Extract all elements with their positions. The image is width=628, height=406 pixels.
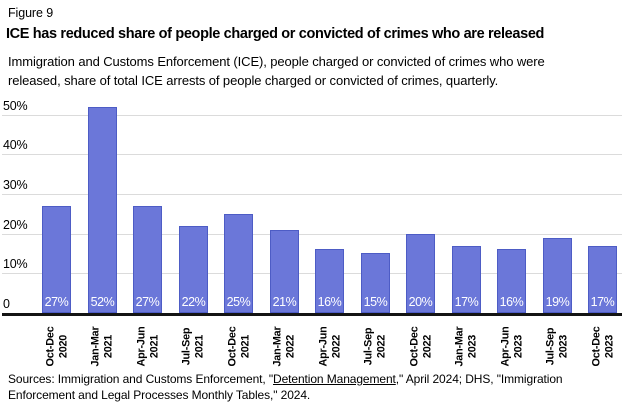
sources-note: Sources: Immigration and Customs Enforce…: [8, 371, 624, 403]
x-tick-year: 2020: [56, 334, 69, 358]
x-tick-year: 2022: [420, 334, 433, 358]
x-tick-quarter: Oct-Dec: [226, 325, 239, 367]
chart-plot: 0 10% 20% 30% 40% 50% 27% 52% 27% 22% 25% 21% 16% 15%…: [0, 95, 628, 375]
bar: 16%: [315, 249, 344, 313]
x-tick-label: Jan-Mar 2022: [271, 326, 296, 366]
x-tick-year: 2023: [512, 334, 524, 358]
bar-value-label: 27%: [44, 295, 69, 309]
bar: 15%: [361, 253, 390, 313]
bar-value-label: 19%: [545, 295, 570, 309]
x-tick: Jul-Sep 2021: [167, 319, 219, 373]
x-tick-label: Oct-Dec 2020: [44, 326, 69, 366]
y-tick-label: 0: [3, 297, 10, 311]
x-tick: Jan-Mar 2022: [258, 319, 310, 373]
x-tick-quarter: Oct-Dec: [590, 325, 603, 367]
bar-value-label: 25%: [226, 295, 251, 309]
x-tick: Jul-Sep 2023: [531, 319, 583, 373]
x-tick-quarter: Apr-Jun: [317, 326, 330, 366]
x-tick-label: Oct-Dec 2022: [408, 326, 433, 366]
x-tick-year: 2021: [148, 334, 160, 358]
x-tick-quarter: Jan-Mar: [271, 325, 284, 367]
bar-value-label: 20%: [408, 295, 433, 309]
x-tick: Jan-Mar 2021: [76, 319, 128, 373]
bar-value-label: 22%: [181, 295, 206, 309]
x-tick-quarter: Jan-Mar: [89, 325, 102, 367]
x-tick-label: Oct-Dec 2021: [226, 326, 251, 366]
bar: 22%: [179, 226, 208, 313]
bar-value-label: 27%: [135, 295, 160, 309]
bar: 21%: [270, 230, 299, 313]
x-tick-year: 2023: [556, 334, 569, 358]
x-tick-year: 2022: [330, 334, 342, 358]
y-tick-label: 30%: [3, 177, 28, 192]
bar: 20%: [406, 234, 435, 313]
x-axis-line: [2, 313, 622, 316]
x-tick-quarter: Oct-Dec: [44, 325, 57, 367]
bar-value-label: 52%: [90, 295, 115, 309]
x-tick-quarter: Apr-Jun: [499, 326, 512, 366]
x-tick-quarter: Jan-Mar: [453, 325, 466, 367]
x-tick-quarter: Jul-Sep: [180, 327, 193, 365]
sources-prefix: Sources: Immigration and Customs Enforce…: [8, 372, 274, 386]
gridline-30: [2, 193, 622, 195]
figure-label: Figure 9: [8, 6, 54, 20]
bar: 25%: [224, 214, 253, 313]
x-tick-quarter: Jul-Sep: [362, 327, 375, 365]
x-tick-year: 2022: [283, 334, 296, 358]
x-tick-year: 2022: [374, 334, 387, 358]
detention-management-link[interactable]: Detention Management: [273, 372, 396, 386]
x-tick-year: 2021: [101, 334, 114, 358]
sources-suffix: ," April 2024; DHS, "Immigration Enforce…: [8, 372, 563, 402]
x-tick-label: Oct-Dec 2023: [590, 326, 615, 366]
bar: 16%: [497, 249, 526, 313]
gridline-40: [2, 154, 622, 156]
bar: 27%: [42, 206, 71, 313]
y-tick-label: 10%: [3, 257, 28, 272]
bar-value-label: 17%: [590, 295, 615, 309]
bar: 52%: [88, 107, 117, 313]
bar-value-label: 16%: [317, 295, 342, 309]
bar: 19%: [543, 238, 572, 313]
x-tick: Oct-Dec 2023: [577, 319, 628, 373]
x-tick-year: 2023: [602, 334, 615, 358]
x-tick-label: Apr-Jun 2022: [318, 326, 343, 366]
y-tick-label: 40%: [3, 138, 28, 153]
y-tick-label: 50%: [3, 98, 28, 113]
bar: 27%: [133, 206, 162, 313]
x-tick-label: Jul-Sep 2023: [544, 327, 569, 365]
x-tick-year: 2023: [465, 334, 478, 358]
x-tick-label: Jul-Sep 2022: [362, 327, 387, 365]
gridline-10: [2, 273, 622, 275]
bar-value-label: 15%: [363, 295, 388, 309]
bar: 17%: [588, 246, 617, 313]
x-tick-label: Jul-Sep 2021: [180, 327, 205, 365]
x-tick-quarter: Apr-Jun: [135, 326, 148, 366]
x-tick-year: 2021: [238, 334, 251, 358]
x-tick: Jul-Sep 2022: [349, 319, 401, 373]
bar: 17%: [452, 246, 481, 313]
chart-subtitle: Immigration and Customs Enforcement (ICE…: [8, 54, 545, 88]
x-tick-label: Apr-Jun 2023: [500, 326, 525, 366]
gridline-50: [2, 114, 622, 116]
x-tick-quarter: Jul-Sep: [544, 327, 557, 365]
x-tick-label: Jan-Mar 2021: [89, 326, 114, 366]
chart-title: ICE has reduced share of people charged …: [6, 26, 545, 42]
x-tick-year: 2021: [192, 334, 205, 358]
bar-value-label: 21%: [272, 295, 297, 309]
bar-value-label: 17%: [454, 295, 479, 309]
x-tick: Jan-Mar 2023: [440, 319, 492, 373]
x-tick-label: Apr-Jun 2021: [136, 326, 161, 366]
y-tick-label: 20%: [3, 217, 28, 232]
x-tick-label: Jan-Mar 2023: [453, 326, 478, 366]
x-tick-quarter: Oct-Dec: [408, 325, 421, 367]
bar-value-label: 16%: [499, 295, 524, 309]
gridline-20: [2, 233, 622, 235]
